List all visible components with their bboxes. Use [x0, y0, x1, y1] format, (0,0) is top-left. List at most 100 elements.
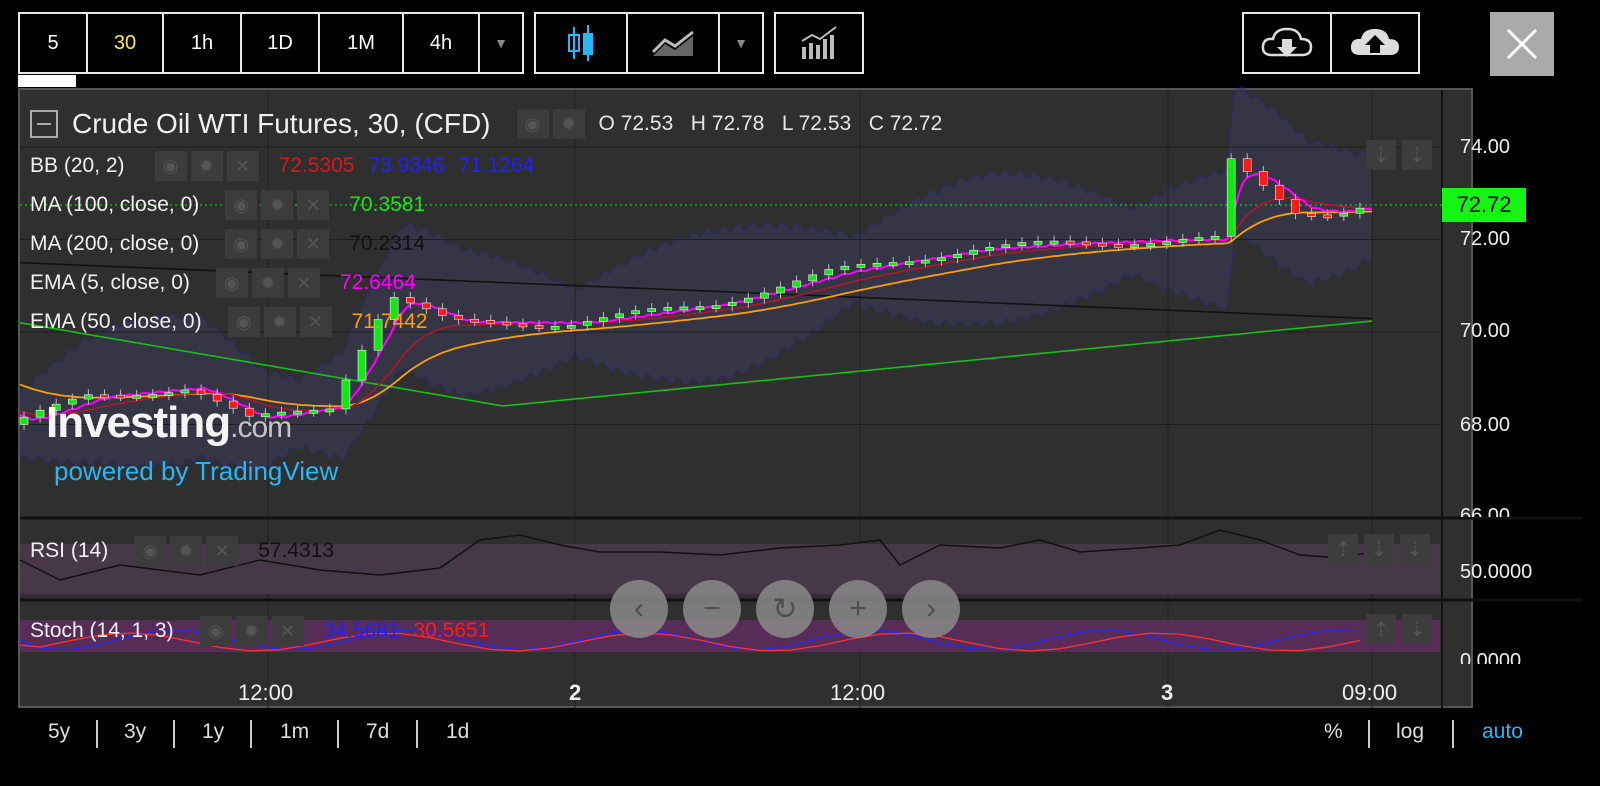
right-margin: [1582, 88, 1600, 708]
close-icon[interactable]: ✕: [287, 268, 320, 298]
eye-icon[interactable]: ◉: [225, 229, 258, 259]
watermark-brand: Investing: [46, 398, 231, 447]
gear-icon[interactable]: ✹: [261, 229, 294, 259]
stoch-d-value: 30.5651: [413, 619, 490, 642]
stoch-k-value: 34.5681: [323, 619, 400, 642]
percent-toggle[interactable]: %: [1324, 720, 1343, 743]
indicators-button[interactable]: [776, 14, 862, 72]
cloud-download-button[interactable]: [1244, 14, 1332, 72]
chevron-down-icon: ▼: [734, 35, 748, 51]
arrow-up-icon[interactable]: ⇡: [1366, 614, 1396, 644]
close-button[interactable]: [1490, 12, 1554, 76]
interval-5[interactable]: 5: [20, 14, 88, 72]
range-separator: [337, 720, 339, 748]
collapse-tab[interactable]: [18, 75, 76, 87]
legend-bb: BB (20, 2) ◉ ✹ ✕ 72.5305 73.9346 71.1264: [30, 151, 534, 181]
range-7d[interactable]: 7d: [366, 720, 390, 743]
gear-icon[interactable]: ✹: [263, 307, 296, 337]
candles-button[interactable]: [536, 14, 628, 72]
close-icon[interactable]: ✕: [297, 229, 330, 259]
chart-type-toolbar: ▼: [534, 12, 764, 74]
range-separator: [96, 720, 98, 748]
close-icon[interactable]: ✕: [297, 190, 330, 220]
gear-icon[interactable]: ✹: [251, 268, 284, 298]
range-1d[interactable]: 1d: [446, 720, 470, 743]
interval-more-dropdown[interactable]: ▼: [480, 14, 522, 72]
gear-icon[interactable]: ✹: [235, 616, 268, 646]
scroll-right-button[interactable]: ›: [902, 580, 960, 638]
reset-icon: ↻: [772, 592, 798, 626]
log-toggle[interactable]: log: [1396, 720, 1425, 743]
auto-toggle[interactable]: auto: [1482, 720, 1523, 743]
bb-label: BB (20, 2): [30, 154, 125, 177]
rsi-label: RSI (14): [30, 539, 109, 562]
ma100-controls: ◉ ✹ ✕: [225, 190, 330, 220]
arrow-down-icon[interactable]: ⇣: [1402, 614, 1432, 644]
current-price-tag: 72.72: [1442, 188, 1526, 222]
legend-ema50: EMA (50, close, 0) ◉ ✹ ✕ 71.7442: [30, 307, 428, 337]
range-separator: [416, 720, 418, 748]
range-1y[interactable]: 1y: [202, 720, 225, 743]
interval-1d[interactable]: 1D: [242, 14, 320, 72]
chart-title-row: Crude Oil WTI Futures, 30, (CFD) ◉ ✹ O 72…: [30, 108, 942, 140]
chart-type-dropdown[interactable]: ▼: [720, 14, 762, 72]
zoom-in-button[interactable]: +: [829, 580, 887, 638]
stoch-pane-arrows: ⇡ ⇣: [1366, 614, 1432, 644]
gear-icon[interactable]: ✹: [170, 536, 203, 566]
y-label-72: 72.00: [1460, 228, 1511, 250]
eye-icon[interactable]: ◉: [227, 307, 260, 337]
chevron-right-icon: ›: [926, 592, 936, 625]
x-label-1200b: 12:00: [830, 680, 886, 705]
scroll-left-button[interactable]: ‹: [610, 580, 668, 638]
rsi-axis-label: 50.0000: [1460, 561, 1533, 583]
x-label-day3: 3: [1161, 680, 1174, 705]
interval-1m[interactable]: 1M: [320, 14, 404, 72]
interval-30[interactable]: 30: [88, 14, 164, 72]
close-icon[interactable]: ✕: [299, 307, 332, 337]
cloud-toolbar: [1242, 12, 1420, 74]
bb-controls: ◉ ✹ ✕: [154, 151, 259, 181]
eye-icon[interactable]: ◉: [516, 109, 549, 139]
stoch-axis-label: 0.0000: [1460, 650, 1522, 664]
plus-icon: +: [849, 592, 867, 625]
line-chart-icon: [651, 30, 694, 56]
arrow-down-icon[interactable]: ⇣: [1400, 534, 1430, 564]
arrow-down-icon[interactable]: ⇣: [1402, 140, 1432, 170]
range-separator: [250, 720, 252, 748]
ohlc-values: O 72.53 H 72.78 L 72.53 C 72.72: [598, 112, 943, 135]
gear-icon[interactable]: ✹: [190, 151, 223, 181]
close-icon[interactable]: ✕: [226, 151, 259, 181]
interval-4h[interactable]: 4h: [404, 14, 480, 72]
arrow-down-icon[interactable]: ⇣: [1364, 534, 1394, 564]
eye-icon[interactable]: ◉: [225, 190, 258, 220]
eye-icon[interactable]: ◉: [199, 616, 232, 646]
rsi-value: 57.4313: [258, 539, 335, 562]
zoom-out-button[interactable]: −: [683, 580, 741, 638]
range-1m[interactable]: 1m: [280, 720, 310, 743]
bb-basis-value: 72.5305: [278, 154, 355, 177]
range-3y[interactable]: 3y: [124, 720, 147, 743]
line-chart-button[interactable]: [628, 14, 720, 72]
range-5y[interactable]: 5y: [48, 720, 71, 743]
close-icon[interactable]: ✕: [206, 536, 239, 566]
arrow-up-icon[interactable]: ⇡: [1328, 534, 1358, 564]
interval-toolbar: 5 30 1h 1D 1M 4h ▼: [18, 12, 524, 74]
collapse-icon[interactable]: [30, 110, 58, 138]
chart-title: Crude Oil WTI Futures, 30, (CFD): [72, 108, 491, 139]
gear-icon[interactable]: ✹: [552, 109, 585, 139]
gear-icon[interactable]: ✹: [261, 190, 294, 220]
legend-stoch: Stoch (14, 1, 3) ◉ ✹ ✕ 34.5681 30.5651: [30, 616, 489, 646]
indicators-icon: [801, 26, 837, 59]
range-bar: [0, 714, 1600, 748]
ema5-value: 72.6464: [339, 271, 416, 294]
reset-button[interactable]: ↻: [756, 580, 814, 638]
eye-icon[interactable]: ◉: [215, 268, 248, 298]
x-label-0900: 09:00: [1342, 680, 1398, 705]
arrow-down-icon[interactable]: ⇣: [1366, 140, 1396, 170]
y-label-66: 66.00: [1460, 505, 1511, 517]
cloud-upload-button[interactable]: [1332, 14, 1418, 72]
interval-1h[interactable]: 1h: [164, 14, 242, 72]
eye-icon[interactable]: ◉: [134, 536, 167, 566]
eye-icon[interactable]: ◉: [154, 151, 187, 181]
close-icon[interactable]: ✕: [271, 616, 304, 646]
